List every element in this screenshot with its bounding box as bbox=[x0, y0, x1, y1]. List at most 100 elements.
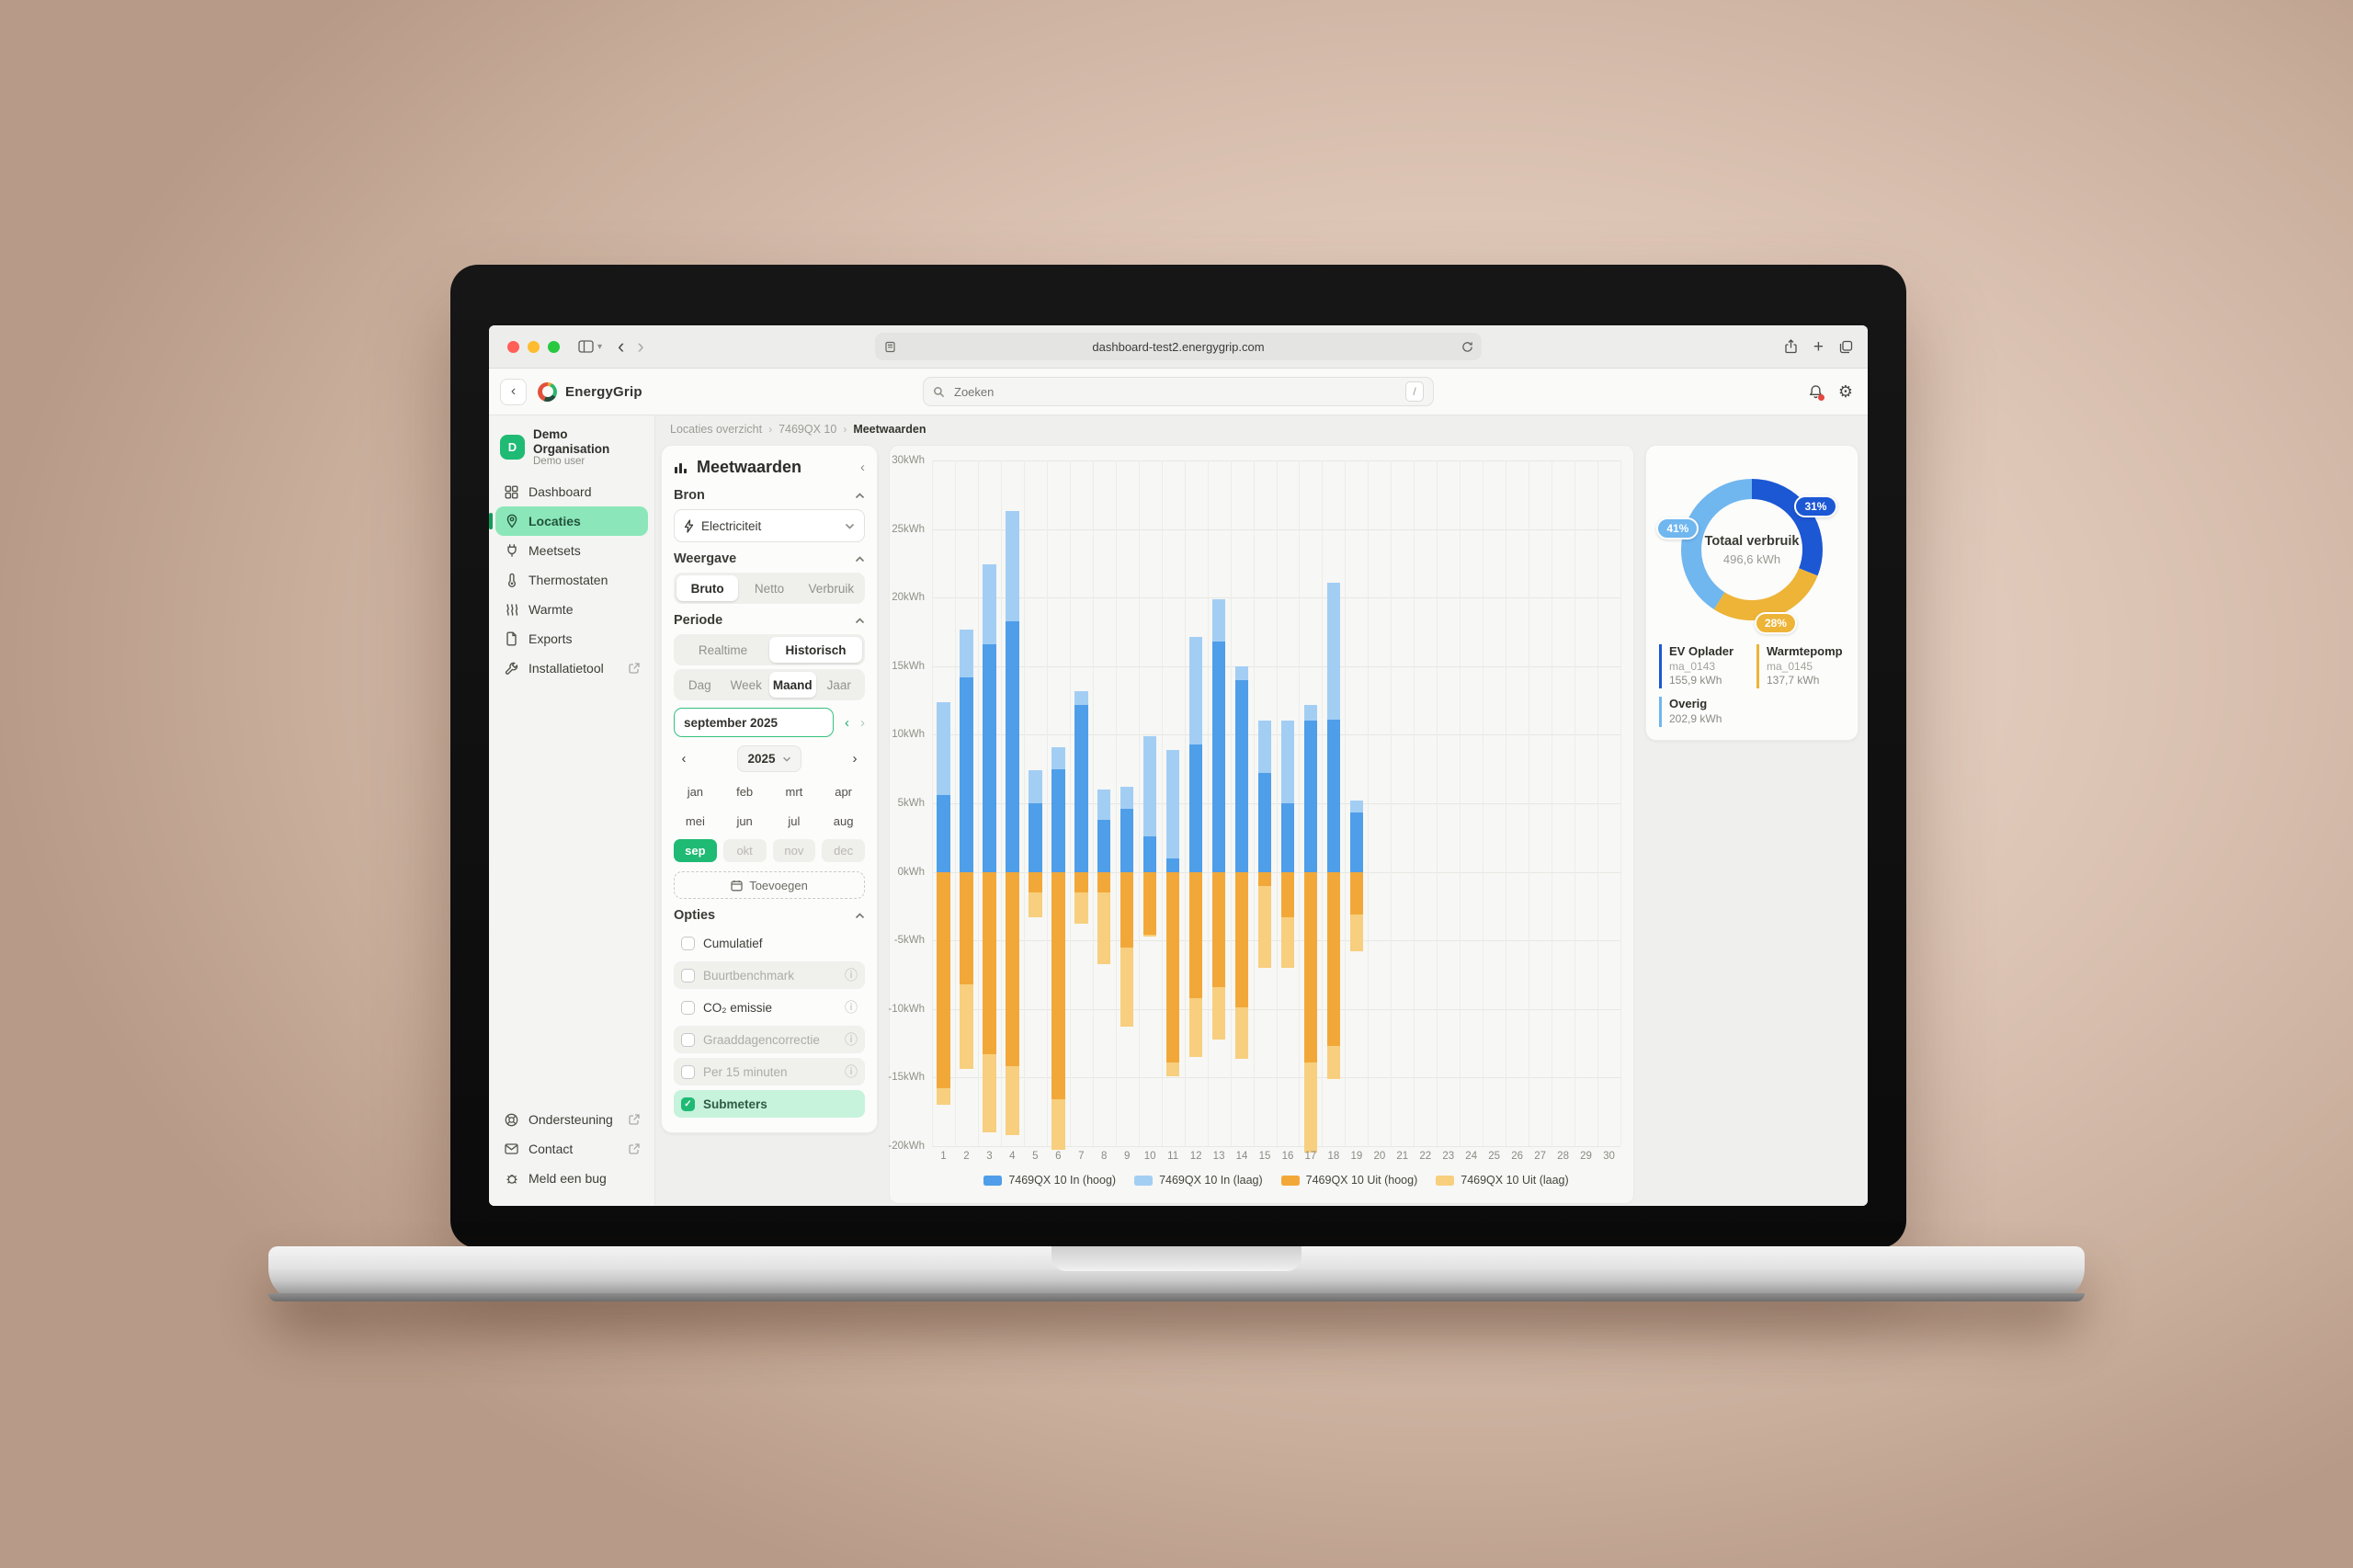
legend-item[interactable]: 7469QX 10 In (hoog) bbox=[983, 1174, 1116, 1187]
month-option-aug[interactable]: aug bbox=[833, 814, 854, 828]
organisation-switcher[interactable]: D Demo Organisation Demo user bbox=[489, 415, 654, 475]
settings-gear-icon[interactable]: ⚙ bbox=[1837, 382, 1853, 401]
weergave-option-netto[interactable]: Netto bbox=[754, 581, 785, 596]
month-option-jun[interactable]: jun bbox=[736, 814, 753, 828]
chart-bar-group-day-11[interactable] bbox=[1162, 460, 1185, 1146]
chart-bar-group-day-4[interactable] bbox=[1001, 460, 1024, 1146]
legend-item[interactable]: 7469QX 10 In (laag) bbox=[1134, 1174, 1263, 1187]
donut-segment-overig[interactable] bbox=[1681, 479, 1823, 620]
mode-option-realtime[interactable]: Realtime bbox=[698, 642, 748, 657]
add-period-button[interactable]: Toevoegen bbox=[674, 871, 865, 899]
sidebar-item-contact[interactable]: Contact bbox=[495, 1134, 648, 1164]
site-settings-icon[interactable] bbox=[884, 341, 896, 353]
section-weergave[interactable]: Weergave bbox=[674, 551, 865, 566]
chart-bar-group-day-19[interactable] bbox=[1345, 460, 1368, 1146]
tab-overview-icon[interactable] bbox=[1839, 340, 1853, 354]
bron-select[interactable]: Electriciteit bbox=[674, 509, 865, 542]
chart-bar-group-day-15[interactable] bbox=[1254, 460, 1277, 1146]
weergave-option-verbruik[interactable]: Verbruik bbox=[808, 581, 855, 596]
chart-bar-group-day-14[interactable] bbox=[1231, 460, 1254, 1146]
app-back-button[interactable]: ‹ bbox=[500, 378, 527, 405]
month-option-feb[interactable]: feb bbox=[736, 785, 754, 799]
previous-period-icon[interactable]: ‹ bbox=[845, 714, 849, 731]
month-option-dec[interactable]: dec bbox=[822, 839, 865, 862]
section-bron[interactable]: Bron bbox=[674, 488, 865, 503]
month-option-sep[interactable]: sep bbox=[674, 839, 717, 862]
sidebar-item-dashboard[interactable]: Dashboard bbox=[495, 477, 648, 506]
month-option-mrt[interactable]: mrt bbox=[785, 785, 803, 799]
chart-bar-group-day-1[interactable] bbox=[932, 460, 955, 1146]
chart-bar-group-day-18[interactable] bbox=[1322, 460, 1345, 1146]
donut-segment-warmtepomp[interactable] bbox=[1681, 479, 1823, 620]
month-option-okt[interactable]: okt bbox=[722, 839, 767, 862]
chart-bar-group-day-13[interactable] bbox=[1208, 460, 1231, 1146]
chart-bar-group-day-8[interactable] bbox=[1093, 460, 1116, 1146]
chart-bar-group-day-3[interactable] bbox=[978, 460, 1001, 1146]
back-button[interactable]: ‹ bbox=[618, 335, 625, 358]
chart-bar-group-day-6[interactable] bbox=[1047, 460, 1070, 1151]
chart-bar-group-day-28[interactable] bbox=[1552, 460, 1574, 1146]
reload-icon[interactable] bbox=[1461, 341, 1473, 353]
previous-year-icon[interactable]: ‹ bbox=[681, 751, 687, 767]
checkbox[interactable]: ✓ bbox=[681, 1096, 695, 1111]
info-icon[interactable]: ⓘ bbox=[845, 1032, 858, 1047]
checkbox[interactable] bbox=[681, 968, 695, 983]
usage-donut-chart[interactable]: Totaal verbruik 496,6 kWh 31% 28% 41% bbox=[1656, 464, 1837, 635]
granularity-option-jaar[interactable]: Jaar bbox=[826, 677, 851, 692]
section-periode[interactable]: Periode bbox=[674, 613, 865, 628]
chart-bar-group-day-22[interactable] bbox=[1414, 460, 1437, 1146]
year-select[interactable]: 2025 bbox=[737, 745, 801, 772]
chart-bar-group-day-30[interactable] bbox=[1597, 460, 1620, 1146]
weergave-option-bruto[interactable]: Bruto bbox=[676, 575, 739, 601]
info-icon[interactable]: ⓘ bbox=[845, 968, 858, 983]
notifications-bell-icon[interactable] bbox=[1808, 384, 1824, 401]
checkbox[interactable] bbox=[681, 1032, 695, 1047]
global-search[interactable]: / bbox=[923, 377, 1434, 406]
legend-item[interactable]: 7469QX 10 Uit (hoog) bbox=[1280, 1174, 1417, 1187]
info-icon[interactable]: ⓘ bbox=[845, 1000, 858, 1015]
sidebar-item-locaties[interactable]: Locaties bbox=[489, 506, 648, 537]
next-year-icon[interactable]: › bbox=[852, 751, 858, 767]
chart-bar-group-day-24[interactable] bbox=[1460, 460, 1483, 1146]
granularity-option-week[interactable]: Week bbox=[730, 677, 762, 692]
close-window-button[interactable] bbox=[507, 340, 519, 353]
option-per-15-minuten[interactable]: Per 15 minuten ⓘ bbox=[674, 1058, 865, 1085]
section-opties[interactable]: Opties bbox=[674, 908, 865, 923]
chart-bar-group-day-5[interactable] bbox=[1024, 460, 1047, 1146]
month-option-jan[interactable]: jan bbox=[687, 785, 704, 799]
collapse-panel-icon[interactable]: ‹ bbox=[860, 460, 865, 475]
option-submeters[interactable]: ✓ Submeters bbox=[674, 1090, 865, 1118]
granularity-option-maand[interactable]: Maand bbox=[769, 672, 816, 698]
chart-bar-group-day-7[interactable] bbox=[1070, 460, 1093, 1146]
option-cumulatief[interactable]: Cumulatief bbox=[674, 929, 865, 957]
chart-bar-group-day-21[interactable] bbox=[1391, 460, 1414, 1146]
forward-button[interactable]: › bbox=[637, 335, 644, 358]
chart-bar-group-day-23[interactable] bbox=[1437, 460, 1460, 1146]
new-tab-icon[interactable]: + bbox=[1813, 336, 1824, 357]
option-graaddagencorrectie[interactable]: Graaddagencorrectie ⓘ bbox=[674, 1026, 865, 1053]
legend-item[interactable]: 7469QX 10 Uit (laag) bbox=[1436, 1174, 1569, 1187]
chart-bar-group-day-27[interactable] bbox=[1529, 460, 1552, 1146]
search-input[interactable] bbox=[952, 383, 1405, 400]
chart-bar-group-day-29[interactable] bbox=[1574, 460, 1597, 1146]
sidebar-item-ondersteuning[interactable]: Ondersteuning bbox=[495, 1105, 648, 1134]
sidebar-item-meld-een-bug[interactable]: Meld een bug bbox=[495, 1164, 648, 1193]
bar-chart-plot[interactable]: 30kWh 25kWh 20kWh 15kWh 10kWh 5kWh 0kWh -5kWh -1… bbox=[888, 455, 1621, 1153]
breadcrumb-item[interactable]: Locaties overzicht bbox=[670, 423, 763, 436]
month-option-mei[interactable]: mei bbox=[685, 814, 705, 828]
mode-option-historisch[interactable]: Historisch bbox=[769, 637, 862, 663]
chart-bar-group-day-17[interactable] bbox=[1299, 460, 1322, 1153]
checkbox[interactable] bbox=[681, 1000, 695, 1015]
minimize-window-button[interactable] bbox=[528, 340, 540, 353]
share-icon[interactable] bbox=[1784, 339, 1798, 354]
option-co-emissie[interactable]: CO₂ emissie ⓘ bbox=[674, 994, 865, 1021]
next-period-icon[interactable]: › bbox=[860, 714, 865, 731]
window-controls[interactable] bbox=[507, 340, 560, 353]
info-icon[interactable]: ⓘ bbox=[845, 1064, 858, 1079]
month-option-apr[interactable]: apr bbox=[835, 785, 853, 799]
chart-bar-group-day-10[interactable] bbox=[1139, 460, 1162, 1146]
sidebar-item-installatietool[interactable]: Installatietool bbox=[495, 653, 648, 683]
chart-bar-group-day-16[interactable] bbox=[1277, 460, 1300, 1146]
sidebar-item-meetsets[interactable]: Meetsets bbox=[495, 536, 648, 565]
period-date-input[interactable] bbox=[674, 708, 834, 737]
